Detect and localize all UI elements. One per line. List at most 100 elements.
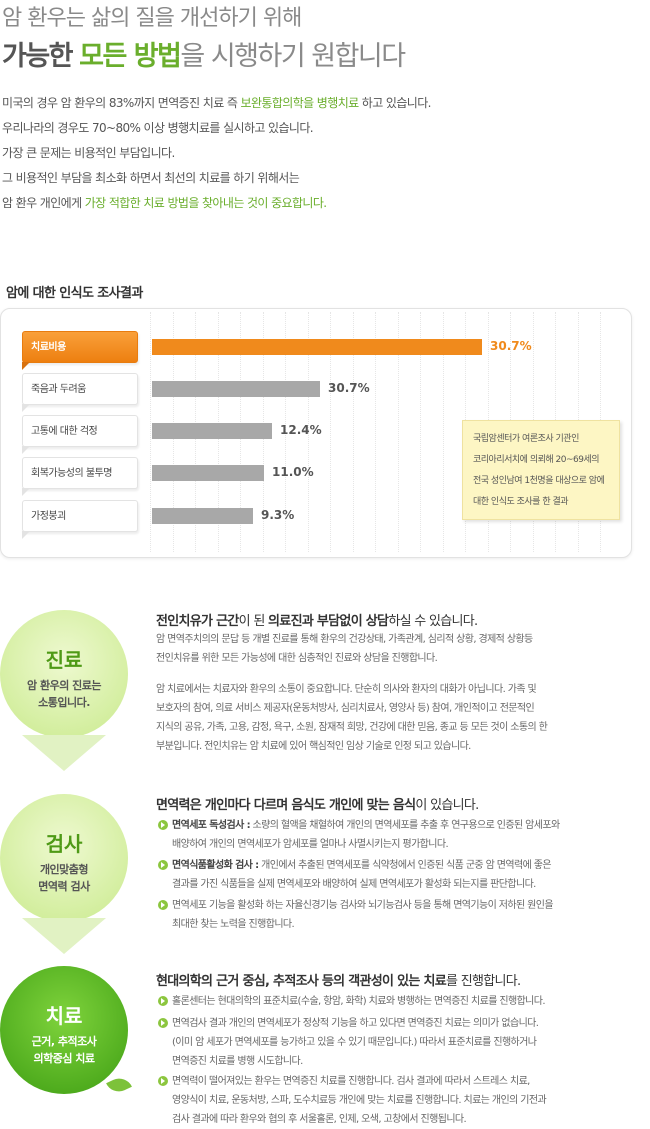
hero-rest: 을 시행하기 원합니다 [180,41,406,72]
section-1-para-2: 암 치료에서는 치료자와 환우의 소통이 중요합니다. 단순히 의사와 환자의 … [156,680,646,756]
circle-sub-line: 암 환우의 진료는 [27,679,102,692]
intro-highlight: 가장 적합한 치료 방법을 찾아내는 것이 중요합니다. [84,196,327,210]
intro-text: 암 환우 개인에게 [2,196,85,210]
intro-line-4: 그 비용적인 부담을 최소화 하면서 최선의 치료를 하기 위해서는 [2,171,300,185]
bullet-icon [158,820,168,830]
circle-consultation: 진료 암 환우의 진료는 소통입니다. [0,610,128,738]
bullet-line: (이미 암 세포가 면역세포를 능가하고 있을 수 있기 때문입니다.) 따라서… [172,1037,537,1048]
circle-test: 검사 개인맞춤형 면역력 검사 [0,794,128,922]
section-1-para-1: 암 면역주치의의 문답 등 개별 진료를 통해 환우의 건강상태, 가족관계, … [156,630,646,668]
intro-text: 미국의 경우 암 환우의 83%까지 면역증진 치료 즉 [2,96,241,110]
circle-sub-line: 의학중심 치료 [33,1052,95,1065]
category-label: 죽음과 두려움 [22,373,138,412]
hero-line-2: 가능한 모든 방법을 시행하기 원합니다 [2,34,406,73]
circle-subtitle: 암 환우의 진료는 소통입니다. [0,677,128,711]
circle-sub-line: 근거, 추적조사 [31,1035,97,1048]
bullet-line: 면역세포 기능을 활성화 하는 자율신경기능 검사와 뇌기능검사 등을 통해 면… [172,900,554,911]
grid-line [285,312,287,552]
bar [152,465,264,481]
bullet-icon [158,860,168,870]
value-label: 12.4% [280,423,322,437]
heading-bold: 전인치유가 근간 [156,614,239,629]
hero-highlight-2: 모든 방법 [79,41,182,72]
grid-line [307,312,310,552]
grid-line [352,312,355,552]
section-2-bullet-1: 면역세포 독성검사 : 소량의 혈액을 채혈하여 개인의 면역세포를 추출 후 … [158,816,648,854]
para-line: 보호자의 참여, 의료 서비스 제공자(운동처방사, 심리치료사, 영양사 등)… [156,703,535,714]
circle-sub-line: 개인맞춤형 [39,863,89,876]
note-line: 코리아리서치에 의뢰해 20~69세의 [473,455,600,465]
survey-title: 암에 대한 인식도 조사결과 [6,286,143,301]
category-label: 고통에 대한 걱정 [22,415,138,454]
value-label: 9.3% [261,508,295,522]
bullet-icon [158,996,168,1006]
grid-line [397,312,400,552]
heading-normal: 이 된 [238,614,269,629]
grid-line [442,312,445,552]
circle-subtitle: 개인맞춤형 면역력 검사 [0,861,128,895]
section-3-bullet-1: 홀론센터는 현대의학의 표준치료(수술, 항암, 화학) 치료와 병행하는 면역… [158,992,648,1011]
heading-normal: 를 진행합니다. [446,974,521,989]
heading-normal: 이 있습니다. [415,798,479,813]
bullet-line: 소량의 혈액을 채혈하여 개인의 면역세포를 추출 후 연구용으로 인증된 암세… [249,820,561,831]
bullet-line: 영양식이 치료, 운동처방, 스파, 도수치료등 개인에 맞는 치료를 진행합니… [172,1095,547,1106]
grid-line [420,312,422,552]
heading-normal: 하실 수 있습니다. [388,614,478,629]
section-2-bullet-3: 면역세포 기능을 활성화 하는 자율신경기능 검사와 뇌기능검사 등을 통해 면… [158,896,648,934]
note-line: 전국 성인남여 1천명을 대상으로 암에 [473,476,605,486]
value-label: 30.7% [328,381,370,395]
para-line: 전인치유를 위한 모든 가능성에 대한 심층적인 진료와 상담을 진행합니다. [156,653,438,664]
intro-line-1: 미국의 경우 암 환우의 83%까지 면역증진 치료 즉 보완통합의학을 병행치… [2,94,431,111]
bullet-line: 면역증진 치료를 병행 시도합니다. [172,1056,303,1067]
down-arrow-icon [22,735,106,771]
para-line: 암 치료에서는 치료자와 환우의 소통이 중요합니다. 단순히 의사와 환자의 … [156,684,537,695]
bullet-line: 검사 결과에 따라 환우와 협의 후 서울홀론, 인제, 오색, 고창에서 진행… [172,1114,467,1125]
bullet-line: 면역검사 결과 개인의 면역세포가 정상적 기능을 하고 있다면 면역증진 치료… [172,1018,539,1029]
bar [152,508,253,524]
category-label: 가정붕괴 [22,500,138,539]
grid-line [150,312,152,552]
category-label: 치료비용 [22,331,138,370]
grid-line [375,312,377,552]
intro-line-3: 가장 큰 문제는 비용적인 부담입니다. [2,146,175,160]
bullet-icon [158,1076,168,1086]
note-line: 국립암센터가 여론조사 기관인 [473,434,579,444]
value-label: 30.7% [490,339,532,353]
bullet-line: 개인에서 추출된 면역세포를 식약청에서 인증된 식품 군중 암 면역력에 좋은 [258,860,551,871]
para-line: 부분입니다. 전인치유는 암 치료에 있어 핵심적인 임상 기술로 인정 되고 … [156,741,471,752]
circle-title: 치료 [45,1004,83,1028]
bar [152,339,482,355]
hero-line-1: 암 환우는 삶의 질을 개선하기 위해 [2,6,302,31]
para-line: 지식의 공유, 가족, 고용, 감정, 욕구, 소원, 잠재적 희망, 건강에 … [156,722,548,733]
bullet-label: 면역세포 독성검사 : [172,820,251,831]
bullet-line: 배양하여 개인의 면역세포가 암세포를 얼마나 사멸시키는지 평가합니다. [172,839,449,850]
bar [152,423,272,439]
intro-text: 하고 있습니다. [358,96,432,110]
section-2-heading: 면역력은 개인마다 다르며 음식도 개인에 맞는 음식이 있습니다. [156,794,479,813]
heading-bold: 의료진과 부담없이 상담 [268,614,389,629]
value-label: 11.0% [272,465,314,479]
section-1-heading: 전인치유가 근간이 된 의료진과 부담없이 상담하실 수 있습니다. [156,610,478,629]
bar [152,381,320,397]
category-label: 회복가능성의 불투명 [22,457,138,496]
section-3-bullet-2: 면역검사 결과 개인의 면역세포가 정상적 기능을 하고 있다면 면역증진 치료… [158,1014,648,1071]
leaf-icon [106,1074,132,1096]
bullet-line: 최대한 찾는 노력을 진행합니다. [172,919,295,930]
down-arrow-icon [22,918,106,954]
heading-bold: 면역력은 개인마다 다르며 음식도 개인에 맞는 음식 [156,798,416,813]
section-3-bullet-3: 면역력이 떨어져있는 환우는 면역증진 치료를 진행합니다. 검사 결과에 따라… [158,1072,648,1129]
intro-highlight: 보완통합의학을 병행치료 [240,96,360,110]
bullet-line: 홀론센터는 현대의학의 표준치료(수술, 항암, 화학) 치료와 병행하는 면역… [172,996,546,1007]
bullet-icon [158,1018,168,1028]
intro-line-2: 우리나라의 경우도 70~80% 이상 병행치료를 실시하고 있습니다. [2,121,314,135]
bullet-label: 면역식품활성화 검사 : [172,860,259,871]
section-3-heading: 현대의학의 근거 중심, 추적조사 등의 객관성이 있는 치료를 진행합니다. [156,970,521,989]
heading-bold: 현대의학의 근거 중심, 추적조사 등의 객관성이 있는 치료 [156,974,447,989]
section-2-bullet-2: 면역식품활성화 검사 : 개인에서 추출된 면역세포를 식약청에서 인증된 식품… [158,856,648,894]
circle-title: 진료 [45,648,83,672]
grid-line [330,312,332,552]
bullet-line: 면역력이 떨어져있는 환우는 면역증진 치료를 진행합니다. 검사 결과에 따라… [172,1076,530,1087]
circle-title: 검사 [45,832,83,856]
intro-line-5: 암 환우 개인에게 가장 적합한 치료 방법을 찾아내는 것이 중요합니다. [2,194,327,211]
